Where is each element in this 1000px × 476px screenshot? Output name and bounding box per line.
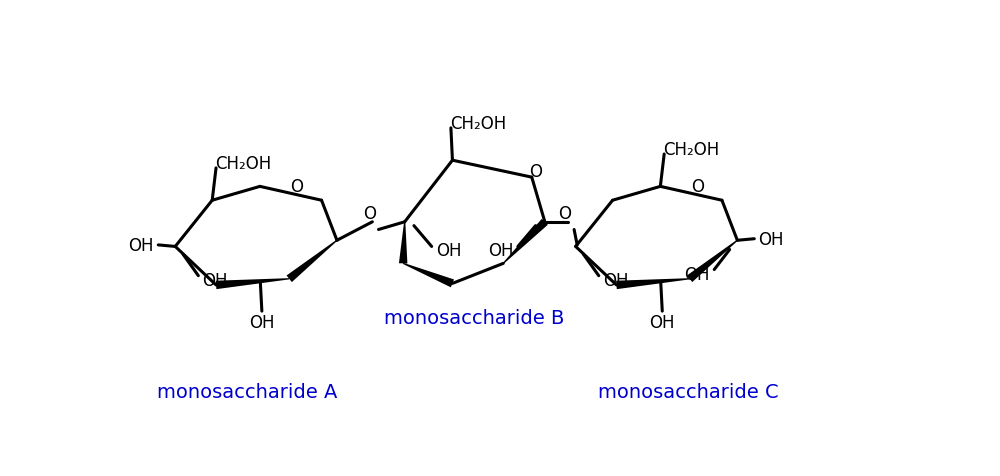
Text: OH: OH bbox=[129, 237, 154, 254]
Text: monosaccharide B: monosaccharide B bbox=[384, 308, 564, 327]
Text: monosaccharide A: monosaccharide A bbox=[157, 382, 337, 401]
Text: monosaccharide C: monosaccharide C bbox=[598, 382, 778, 401]
Polygon shape bbox=[616, 278, 690, 289]
Text: OH: OH bbox=[249, 313, 275, 331]
Text: OH: OH bbox=[488, 242, 514, 260]
Text: CH₂OH: CH₂OH bbox=[450, 115, 506, 133]
Text: O: O bbox=[529, 163, 542, 180]
Text: O: O bbox=[290, 177, 303, 195]
Text: OH: OH bbox=[436, 242, 461, 260]
Text: OH: OH bbox=[650, 313, 675, 331]
Polygon shape bbox=[403, 263, 454, 288]
Text: CH₂OH: CH₂OH bbox=[663, 141, 719, 159]
Text: OH: OH bbox=[685, 266, 710, 284]
Polygon shape bbox=[687, 240, 738, 282]
Text: OH: OH bbox=[758, 230, 784, 248]
Text: CH₂OH: CH₂OH bbox=[215, 155, 271, 173]
Text: O: O bbox=[363, 204, 376, 222]
Text: O: O bbox=[691, 177, 704, 195]
Text: OH: OH bbox=[603, 272, 628, 290]
Polygon shape bbox=[216, 278, 289, 289]
Text: O: O bbox=[558, 204, 571, 222]
Text: OH: OH bbox=[203, 272, 228, 290]
Polygon shape bbox=[399, 222, 407, 264]
Polygon shape bbox=[287, 240, 337, 282]
Polygon shape bbox=[503, 219, 548, 264]
